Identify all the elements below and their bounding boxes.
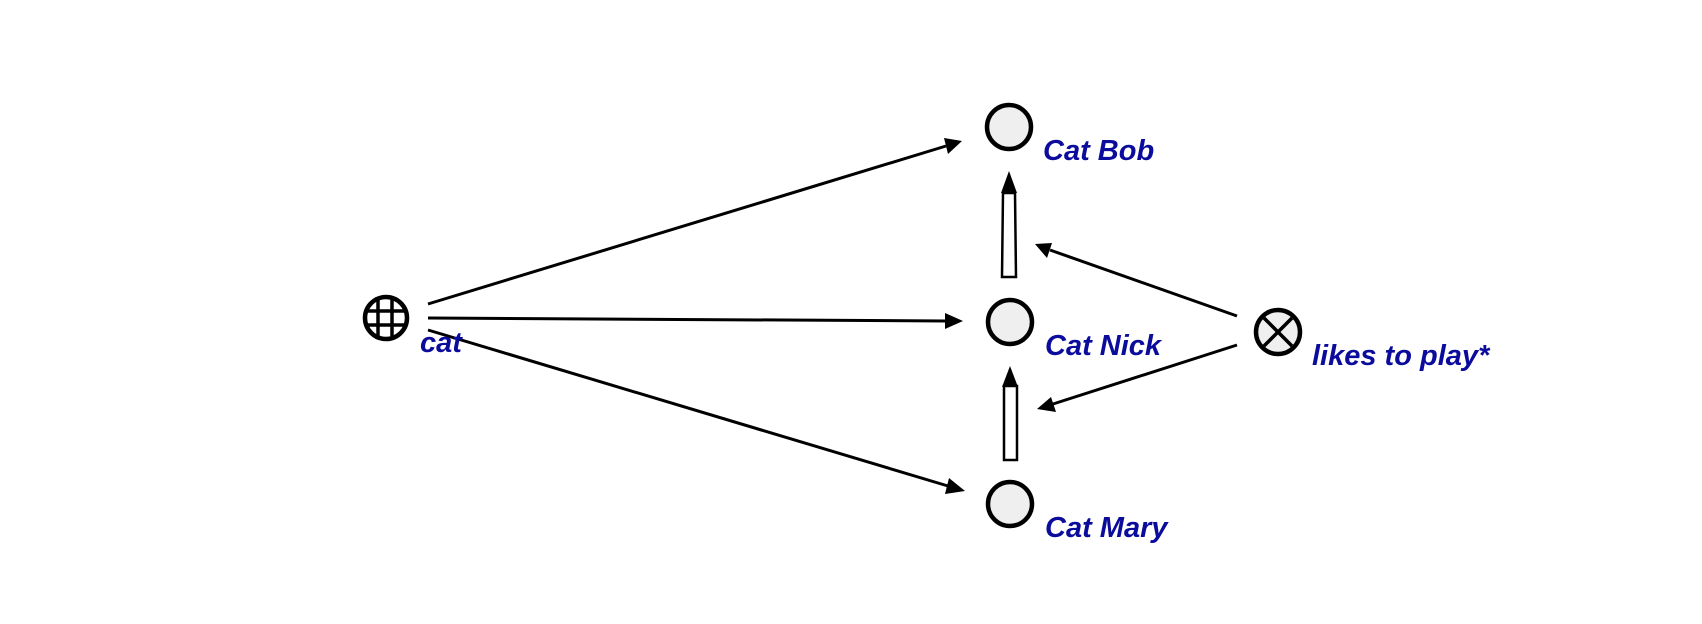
circle-icon — [985, 297, 1035, 347]
node-cat-nick[interactable]: Cat Nick — [985, 297, 1163, 362]
node-label-likes-to-play: likes to play* — [1312, 340, 1491, 372]
edge-likes-to-play-lower — [1037, 343, 1238, 412]
node-label-cat-nick: Cat Nick — [1045, 330, 1163, 362]
edge-likes-to-play-upper — [1035, 243, 1238, 318]
grid-circle-icon — [362, 294, 410, 342]
node-label-cat: cat — [420, 327, 463, 359]
node-label-cat-mary: Cat Mary — [1045, 512, 1169, 544]
x-circle-icon — [1253, 307, 1303, 357]
node-likes-to-play[interactable]: likes to play* — [1253, 307, 1491, 372]
edge-cat-to-cat-bob — [427, 138, 962, 306]
edge-cat-to-cat-mary — [427, 328, 965, 494]
hollow-arrow-cat-nick-to-cat-bob — [1000, 171, 1018, 279]
circle-icon — [984, 102, 1034, 152]
node-label-cat-bob: Cat Bob — [1043, 135, 1154, 167]
node-cat-bob[interactable]: Cat Bob — [984, 102, 1154, 167]
circle-icon — [985, 479, 1035, 529]
node-cat[interactable]: cat — [362, 294, 463, 359]
edge-cat-to-cat-nick — [427, 313, 963, 329]
hollow-arrow-cat-mary-to-cat-nick — [1002, 366, 1019, 462]
node-cat-mary[interactable]: Cat Mary — [985, 479, 1169, 544]
